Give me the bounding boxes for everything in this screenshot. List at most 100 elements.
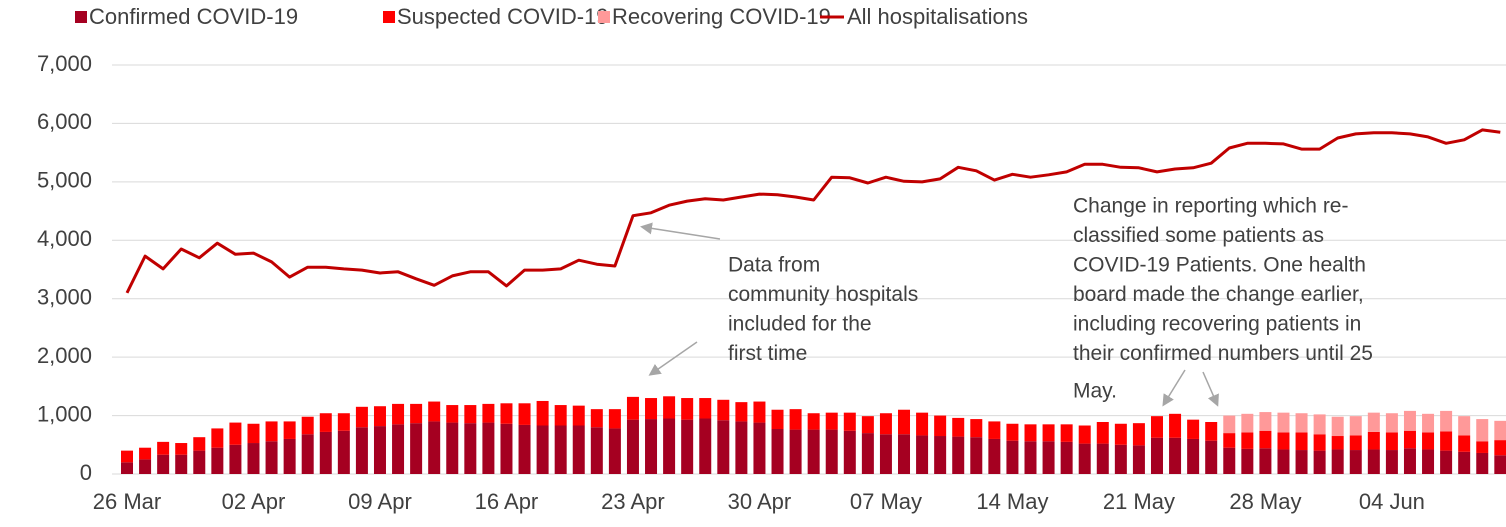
bar	[717, 399, 730, 421]
bar	[1277, 412, 1290, 433]
bar	[392, 424, 405, 474]
bar	[247, 423, 260, 444]
bar	[1295, 450, 1308, 474]
bar	[1241, 448, 1254, 474]
legend-swatch	[598, 11, 610, 23]
arrow	[1202, 371, 1219, 407]
bar	[1440, 450, 1453, 474]
bar	[1277, 432, 1290, 450]
bar	[1241, 413, 1254, 433]
bar	[861, 416, 874, 434]
bar	[645, 419, 658, 474]
bar	[1006, 423, 1019, 441]
bar	[1169, 413, 1182, 438]
bar	[247, 443, 260, 474]
x-tick-label: 14 May	[976, 489, 1048, 514]
bar	[175, 443, 188, 455]
bar	[843, 430, 856, 474]
legend-swatch	[75, 11, 87, 23]
legend-label: Recovering COVID-19	[612, 4, 831, 29]
bar	[464, 405, 477, 424]
bar	[645, 398, 658, 420]
bar	[934, 436, 947, 474]
bar	[572, 405, 585, 426]
annotation: included for the	[728, 313, 872, 336]
bar	[139, 447, 152, 460]
bar	[1187, 438, 1200, 474]
bar	[211, 428, 224, 448]
bar	[1223, 447, 1236, 474]
bar	[879, 413, 892, 435]
bar	[681, 419, 694, 474]
bar	[825, 429, 838, 474]
x-tick-label: 28 May	[1229, 489, 1301, 514]
bar	[663, 418, 676, 474]
bar	[500, 423, 513, 474]
bar	[1458, 416, 1471, 436]
bar	[229, 422, 242, 445]
annotation: COVID-19 Patients. One health	[1073, 254, 1366, 277]
bar	[1060, 424, 1073, 442]
bar	[789, 409, 802, 430]
bar	[1006, 440, 1019, 474]
bar	[789, 429, 802, 474]
bar	[1349, 416, 1362, 436]
bar	[1440, 431, 1453, 451]
bar	[988, 421, 1001, 439]
y-tick-label: 2,000	[37, 343, 92, 368]
bar	[1223, 415, 1236, 434]
bar	[1331, 436, 1344, 450]
bar	[265, 441, 278, 474]
annotation: their confirmed numbers until 25	[1073, 342, 1373, 365]
bar	[572, 425, 585, 474]
bar	[952, 417, 965, 437]
bar	[1403, 448, 1416, 474]
x-tick-label: 21 May	[1103, 489, 1175, 514]
bar	[1331, 416, 1344, 437]
bar	[717, 420, 730, 474]
bar	[1223, 433, 1236, 448]
bar	[735, 402, 748, 422]
bar	[1367, 431, 1380, 450]
bar	[916, 435, 929, 474]
bar	[1042, 441, 1055, 474]
bar	[699, 418, 712, 474]
bar	[807, 413, 820, 430]
bar	[554, 405, 567, 426]
bar	[265, 421, 278, 442]
bar	[373, 406, 386, 427]
bar	[771, 429, 784, 474]
bar	[590, 409, 603, 428]
bar	[1132, 445, 1145, 474]
bar	[410, 423, 423, 474]
bar	[1241, 432, 1254, 449]
bar	[825, 412, 838, 430]
bar	[753, 422, 766, 474]
bar	[1458, 451, 1471, 474]
annotation: including recovering patients in	[1073, 313, 1361, 336]
bar	[1060, 441, 1073, 474]
bar	[898, 434, 911, 474]
bar	[1422, 449, 1435, 474]
bar	[970, 437, 983, 474]
bar	[988, 438, 1001, 474]
bar	[1205, 421, 1218, 441]
bar	[392, 403, 405, 425]
bar	[1385, 450, 1398, 474]
bar	[121, 450, 133, 463]
bar	[1150, 416, 1163, 438]
bar	[1494, 455, 1506, 474]
bar	[446, 422, 459, 474]
bar	[229, 444, 242, 474]
bar	[482, 403, 495, 423]
arrows	[640, 222, 1219, 407]
bar	[1349, 435, 1362, 451]
y-tick-label: 6,000	[37, 109, 92, 134]
legend-label: Suspected COVID-19	[397, 4, 609, 29]
bar	[536, 425, 549, 474]
x-tick-label: 07 May	[850, 489, 922, 514]
bar	[861, 433, 874, 474]
x-tick-label: 04 Jun	[1359, 489, 1425, 514]
bar	[663, 396, 676, 419]
bar	[1078, 443, 1091, 474]
